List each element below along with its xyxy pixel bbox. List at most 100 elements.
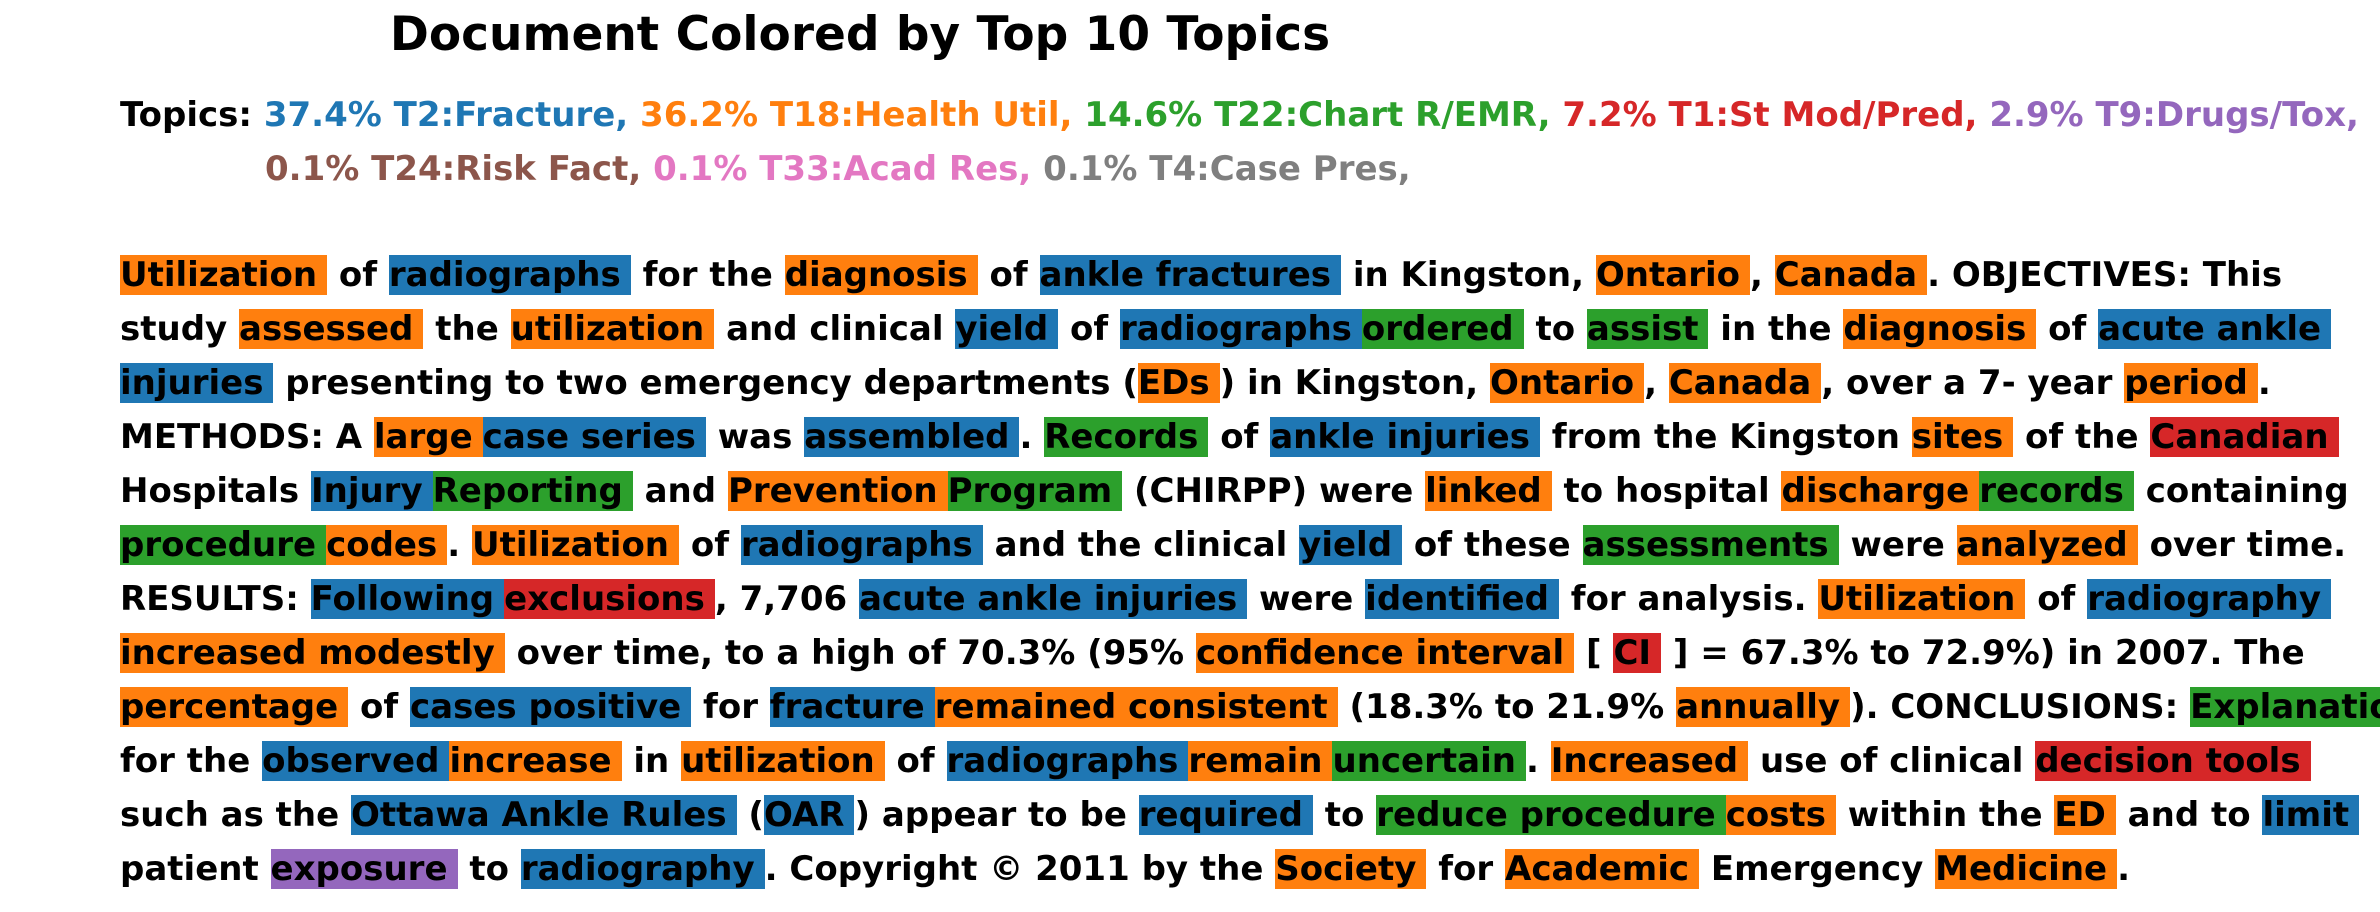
- plain-text: to hospital: [1551, 471, 1782, 511]
- topic-highlight: Academic: [1505, 849, 1700, 889]
- topic-highlight: assessed: [239, 309, 424, 349]
- topic-highlight: radiographs: [946, 741, 1189, 781]
- plain-text: to: [457, 849, 521, 889]
- topic-highlight: percentage: [120, 687, 349, 727]
- topic-highlight: Canada: [1668, 363, 1822, 403]
- text-line: percentage of cases positive for fractur…: [120, 680, 2380, 734]
- topic-highlight: Program: [947, 471, 1123, 511]
- plain-text: for the: [120, 741, 263, 781]
- topic-highlight: radiography: [2087, 579, 2332, 619]
- colored-document-text: Utilization of radiographs for the diagn…: [120, 248, 2380, 896]
- topic-highlight: increased modestly: [120, 633, 505, 673]
- topic-highlight: Injury: [310, 471, 433, 511]
- topic-highlight: Ottawa Ankle Rules: [351, 795, 737, 835]
- topic-highlight: Utilization: [120, 255, 328, 295]
- topic-highlight: Increased: [1550, 741, 1749, 781]
- plain-text: patient: [120, 849, 271, 889]
- plain-text: containing: [2133, 471, 2349, 511]
- plain-text: ,: [1749, 255, 1775, 295]
- plain-text: of: [977, 255, 1040, 295]
- plain-text: of: [884, 741, 947, 781]
- plain-text: and to: [2115, 795, 2263, 835]
- text-line: RESULTS: Following exclusions, 7,706 acut…: [120, 572, 2380, 626]
- plain-text: study: [120, 309, 240, 349]
- plain-text: , 7,706: [714, 579, 859, 619]
- topic-highlight: CI: [1613, 633, 1662, 673]
- topic-highlight: ordered: [1361, 309, 1524, 349]
- plain-text: within the: [1835, 795, 2055, 835]
- text-line: study assessed the utilization and clini…: [120, 302, 2380, 356]
- topic-highlight: cases positive: [410, 687, 692, 727]
- plain-text: [: [1574, 633, 1614, 673]
- topic-highlight: Canadian: [2150, 417, 2339, 457]
- topic-highlight: yield: [955, 309, 1059, 349]
- topic-highlight: remain: [1188, 741, 1333, 781]
- topic-highlight: Ontario: [1490, 363, 1645, 403]
- topic-highlight: radiographs: [1120, 309, 1362, 349]
- text-line: procedure codes. Utilization of radiograp…: [120, 518, 2380, 572]
- topic-highlight: analyzed: [1956, 525, 2138, 565]
- plain-text: ] = 67.3% to 72.9%) in 2007. The: [1661, 633, 2305, 673]
- topic-highlight: ankle fractures: [1039, 255, 1341, 295]
- plain-text: for: [691, 687, 770, 727]
- topic-highlight: procedure: [120, 525, 327, 565]
- topic-highlight: case series: [482, 417, 706, 457]
- plain-text: of: [679, 525, 741, 565]
- plain-text: of: [2025, 579, 2088, 619]
- topic-highlight: Utilization: [1818, 579, 2026, 619]
- text-line: Hospitals Injury Reporting and Prevention…: [120, 464, 2380, 518]
- topic-highlight: EDs: [1137, 363, 1220, 403]
- plain-text: of: [1208, 417, 1271, 457]
- topic-highlight: codes: [326, 525, 448, 565]
- topic-highlight: radiographs: [740, 525, 983, 565]
- plain-text: of these: [1402, 525, 1583, 565]
- topic-highlight: costs: [1725, 795, 1836, 835]
- topic-highlight: exposure: [270, 849, 458, 889]
- topic-highlight: linked: [1425, 471, 1552, 511]
- plain-text: the: [423, 309, 511, 349]
- plain-text: METHODS: A: [120, 417, 374, 457]
- plain-text: to: [1312, 795, 1377, 835]
- topic-highlight: Reporting: [432, 471, 633, 511]
- text-line: for the observed increase in utilization …: [120, 734, 2380, 788]
- plain-text: to: [1523, 309, 1587, 349]
- plain-text: .: [2117, 849, 2131, 889]
- legend-label: Topics:: [120, 95, 253, 135]
- topic-highlight: radiography: [520, 849, 765, 889]
- plain-text: of: [1058, 309, 1121, 349]
- topic-highlight: injuries: [120, 363, 274, 403]
- topic-highlight: Ontario: [1595, 255, 1750, 295]
- topic-highlight: remained consistent: [934, 687, 1338, 727]
- topic-highlight: utilization: [510, 309, 715, 349]
- topic-highlight: Canada: [1774, 255, 1928, 295]
- plain-text: ,: [1644, 363, 1669, 403]
- topic-highlight: fracture: [769, 687, 935, 727]
- topic-highlight: increase: [449, 741, 622, 781]
- text-line: METHODS: A large case series was assemble…: [120, 410, 2380, 464]
- plain-text: .: [1525, 741, 1551, 781]
- topic-highlight: Following: [310, 579, 505, 619]
- topic-highlight: decision tools: [2035, 741, 2311, 781]
- topic-highlight: records: [1979, 471, 2134, 511]
- topic-highlight: period: [2124, 363, 2258, 403]
- topic-highlight: Explanations: [2190, 687, 2380, 727]
- text-line: patient exposure to radiography. Copyrig…: [120, 842, 2380, 896]
- topic-highlight: diagnosis: [1843, 309, 2037, 349]
- topic-highlight: limit: [2262, 795, 2360, 835]
- plain-text: for: [1426, 849, 1505, 889]
- legend-entry: 0.1% T4:Case Pres,: [1031, 149, 1411, 189]
- plain-text: and: [632, 471, 728, 511]
- plain-text: (18.3% to 21.9%: [1337, 687, 1677, 727]
- plain-text: in the: [1708, 309, 1844, 349]
- plain-text: and clinical: [714, 309, 956, 349]
- plain-text: in Kingston,: [1341, 255, 1596, 295]
- plain-text: over time, to a high of 70.3% (95%: [504, 633, 1196, 673]
- topic-highlight: annually: [1676, 687, 1851, 727]
- topic-highlight: required: [1138, 795, 1313, 835]
- plain-text: of: [2036, 309, 2099, 349]
- plain-text: from the Kingston: [1539, 417, 1912, 457]
- legend-entry: 0.1% T33:Acad Res,: [641, 149, 1032, 189]
- plain-text: in: [621, 741, 682, 781]
- text-line: injuries presenting to two emergency dep…: [120, 356, 2380, 410]
- legend-entry: 2.9% T9:Drugs/Tox,: [1977, 95, 2359, 135]
